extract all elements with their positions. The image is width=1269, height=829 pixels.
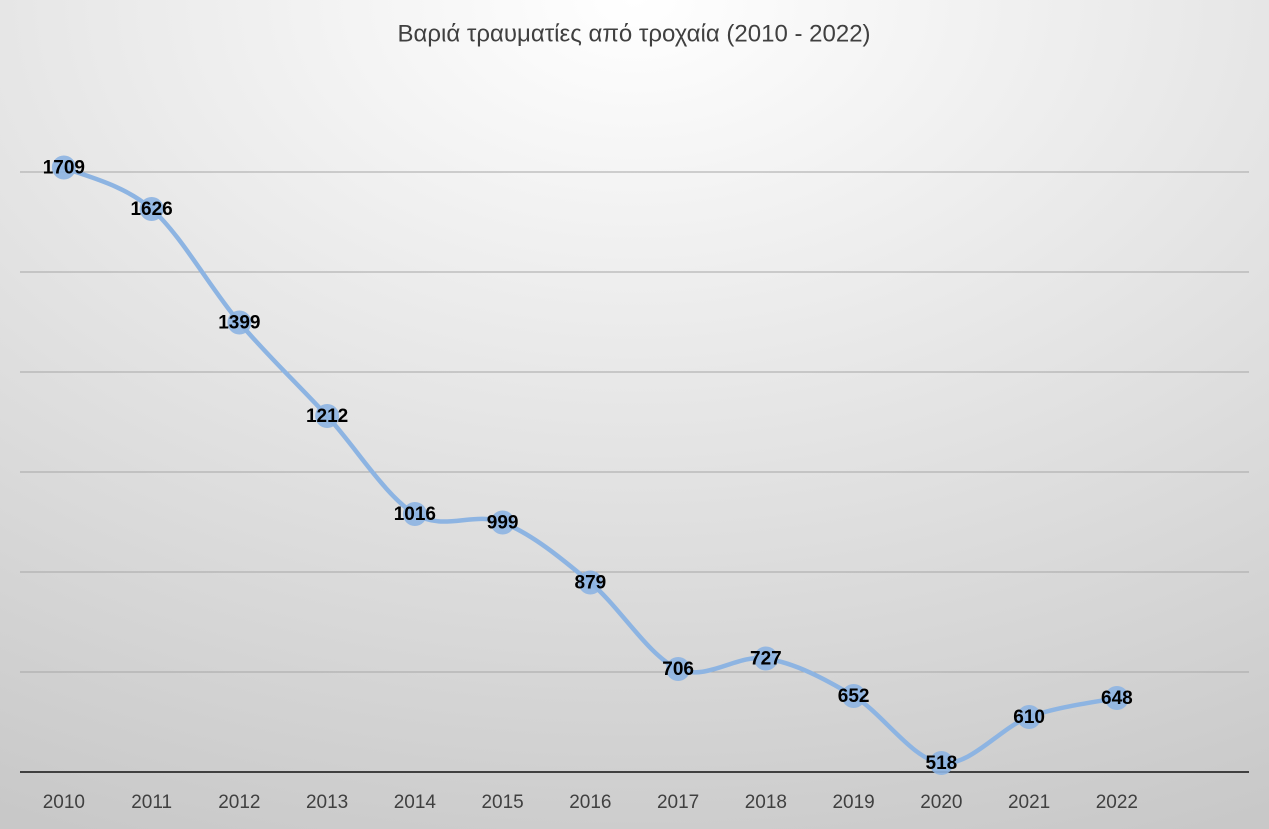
x-tick-label: 2013 [306,792,348,813]
x-tick-label: 2020 [920,792,962,813]
chart-title: Βαριά τραυματίες από τροχαία (2010 - 202… [397,20,870,47]
x-tick-label: 2021 [1008,792,1050,813]
marker [578,570,603,595]
marker [490,510,515,535]
data-label: 706 [662,659,694,680]
x-tick-label: 2019 [832,792,874,813]
x-tick-label: 2017 [657,792,699,813]
marker [51,155,76,180]
data-label: 1709 [43,158,85,179]
x-tick-label: 2012 [218,792,260,813]
marker [1104,686,1129,710]
data-label: 727 [750,649,782,670]
data-label: 518 [926,753,958,774]
marker [227,310,252,335]
x-tick-label: 2010 [43,792,85,813]
marker [402,502,427,526]
data-label: 648 [1101,688,1133,709]
x-tick-label: 2011 [131,792,172,813]
x-tick-label: 2016 [569,792,611,813]
data-label: 999 [487,513,519,534]
data-label: 1016 [394,504,436,525]
marker [139,197,164,221]
x-tick-label: 2015 [481,792,523,813]
x-tick-label: 2022 [1096,792,1138,813]
marker [666,657,691,681]
marker [753,646,778,671]
data-label: 1399 [218,313,260,334]
x-tick-label: 2014 [394,792,437,813]
data-label: 1212 [306,406,348,427]
data-label: 1626 [130,199,172,220]
data-label: 879 [575,573,607,594]
marker [1017,705,1042,729]
marker [315,404,340,428]
data-label: 652 [838,686,870,707]
x-tick-label: 2018 [745,792,787,813]
marker [841,684,866,708]
data-label: 610 [1013,707,1045,728]
marker [929,751,954,775]
